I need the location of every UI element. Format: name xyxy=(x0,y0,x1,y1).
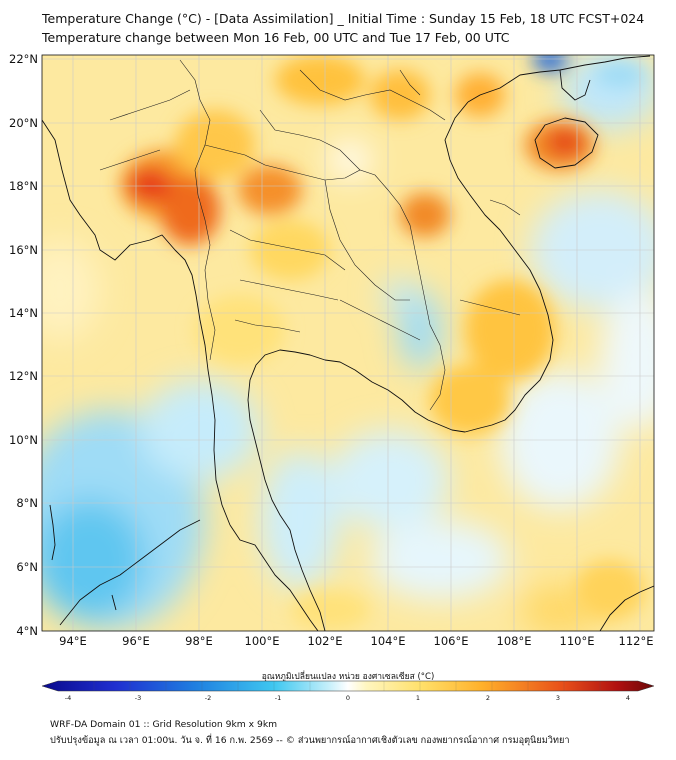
longitude-axis: 94°E 96°E 98°E 100°E 102°E 104°E 106°E 1… xyxy=(59,634,653,648)
admin-boundaries xyxy=(99,59,521,411)
colorbar-tick: 0 xyxy=(346,694,350,702)
colorbar-tick: 4 xyxy=(626,694,630,702)
lat-label: 22°N xyxy=(9,52,38,66)
colorbar-tick: 2 xyxy=(486,694,490,702)
lat-label: 8°N xyxy=(16,496,38,510)
temperature-field xyxy=(42,55,654,631)
lat-label: 18°N xyxy=(9,179,38,193)
lat-label: 12°N xyxy=(9,369,38,383)
lon-label: 110°E xyxy=(560,634,595,648)
lat-label: 16°N xyxy=(9,243,38,257)
coastline xyxy=(42,55,654,631)
lat-label: 4°N xyxy=(16,624,38,638)
map-subtitle: Temperature change between Mon 16 Feb, 0… xyxy=(42,30,510,45)
colorbar-label: อุณหภูมิเปลี่ยนแปลง หน่วย องศาเซลเซียส (… xyxy=(262,670,435,682)
update-credit: ปรับปรุงข้อมูล ณ เวลา 01:00น. วัน จ. ที่… xyxy=(50,735,570,746)
colorbar-tick: -1 xyxy=(275,694,281,702)
lon-label: 104°E xyxy=(371,634,406,648)
lon-label: 112°E xyxy=(619,634,654,648)
colorbar-tick: -2 xyxy=(205,694,211,702)
lat-label: 20°N xyxy=(9,116,38,130)
colorbar-tick: 1 xyxy=(416,694,420,702)
latitude-axis: 22°N 20°N 18°N 16°N 14°N 12°N 10°N 8°N 6… xyxy=(9,52,38,638)
colorbar-tick: -4 xyxy=(65,694,71,702)
colorbar: อุณหภูมิเปลี่ยนแปลง หน่วย องศาเซลเซียส (… xyxy=(41,670,655,702)
model-info: WRF-DA Domain 01 :: Grid Resolution 9km … xyxy=(50,719,278,730)
lon-label: 94°E xyxy=(59,634,87,648)
lon-label: 98°E xyxy=(185,634,213,648)
map-frame xyxy=(41,54,655,632)
lon-label: 96°E xyxy=(122,634,150,648)
lat-label: 6°N xyxy=(16,560,38,574)
colorbar-tick: -3 xyxy=(135,694,141,702)
map-title: Temperature Change (°C) - [Data Assimila… xyxy=(42,11,645,26)
lon-label: 102°E xyxy=(308,634,343,648)
lat-label: 14°N xyxy=(9,306,38,320)
colorbar-tick: 3 xyxy=(556,694,560,702)
colorbar-bar xyxy=(41,680,655,692)
lon-label: 100°E xyxy=(245,634,280,648)
lon-label: 106°E xyxy=(434,634,469,648)
lon-label: 108°E xyxy=(497,634,532,648)
lat-label: 10°N xyxy=(9,433,38,447)
